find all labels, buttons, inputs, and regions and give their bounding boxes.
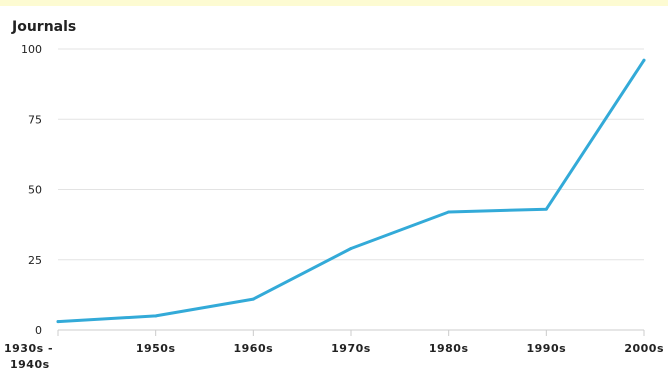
top-band	[0, 0, 668, 6]
x-tick-label-4: 1980s	[429, 342, 469, 355]
data-point-0-0	[56, 320, 60, 324]
data-point-0-4	[447, 210, 451, 214]
data-point-0-1	[154, 314, 158, 318]
x-tick-label-0: 1930s -1940s	[4, 342, 53, 371]
series-group	[56, 58, 646, 324]
data-point-0-5	[544, 207, 548, 211]
x-tick-label-2: 1960s	[233, 342, 273, 355]
data-point-0-3	[349, 247, 353, 251]
y-tick-label-75: 75	[28, 113, 42, 126]
data-point-0-6	[642, 58, 646, 62]
y-tick-label-100: 100	[21, 43, 42, 56]
data-point-0-2	[251, 297, 255, 301]
x-tick-labels: 1930s -1940s 1950s 1960s 1970s 1980s 1990s 200…	[4, 330, 664, 371]
series-line-0	[56, 58, 646, 324]
y-axis-label: Journals	[11, 19, 76, 35]
y-tick-labels: 0 25 50 75 100	[21, 43, 42, 337]
y-tick-label-0: 0	[35, 324, 42, 337]
x-tick-label-3: 1970s	[331, 342, 371, 355]
x-tick-label-1: 1950s	[136, 342, 176, 355]
gridlines	[58, 48, 644, 331]
x-tick-label-6: 2000s	[624, 342, 664, 355]
y-tick-label-25: 25	[28, 254, 42, 267]
x-tick-label-5: 1990s	[526, 342, 566, 355]
y-tick-label-50: 50	[28, 184, 42, 197]
